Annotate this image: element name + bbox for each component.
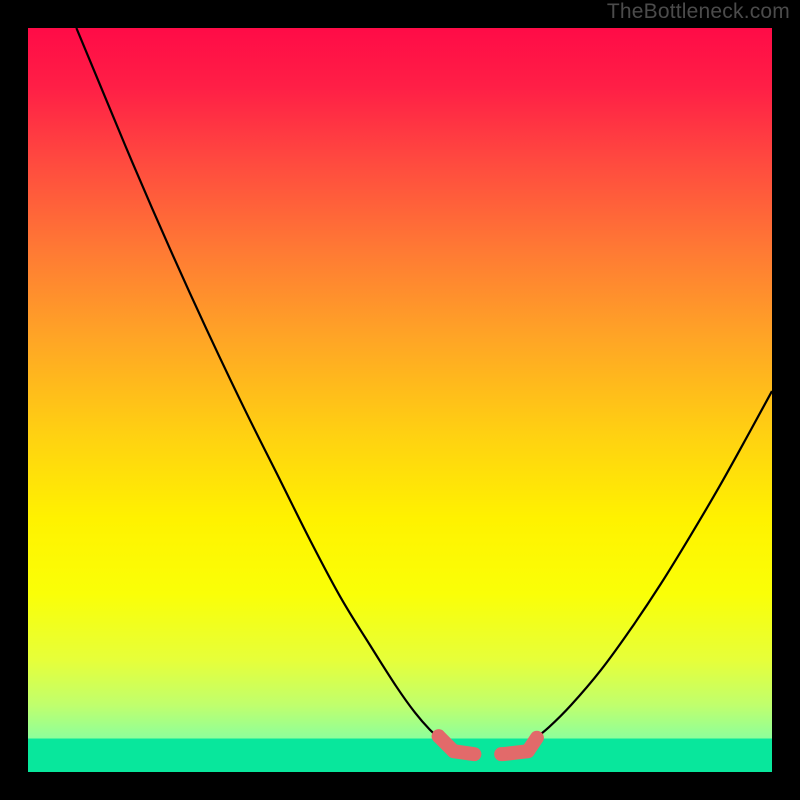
valley-segment [528, 738, 537, 751]
valley-dot [432, 729, 446, 743]
bottleneck-chart [0, 0, 800, 800]
bottom-green-band [28, 739, 772, 772]
valley-segment [454, 751, 475, 754]
chart-container: TheBottleneck.com [0, 0, 800, 800]
valley-dot [494, 747, 508, 761]
watermark-text: TheBottleneck.com [607, 0, 790, 24]
plot-background [28, 28, 772, 772]
